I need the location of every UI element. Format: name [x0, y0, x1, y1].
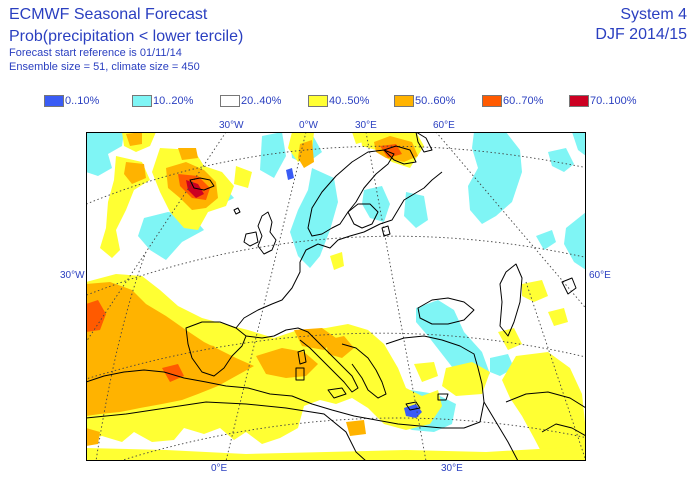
grid-label-bottom-0e: 0°E — [211, 463, 228, 474]
map-frame — [86, 132, 586, 461]
start-reference: Forecast start reference is 01/11/14 — [9, 47, 182, 59]
legend-item-40-50: 40..50% — [308, 94, 369, 108]
legend-item-0-10: 0..10% — [44, 94, 99, 108]
legend-swatch — [482, 95, 502, 107]
legend-label: 60..70% — [503, 95, 544, 107]
legend-label: 20..40% — [241, 95, 282, 107]
shade-70-100 — [186, 180, 204, 198]
legend-swatch — [308, 95, 328, 107]
grid-label-top-30w: 30°W — [219, 120, 244, 131]
grid-label-left-30w: 30°W — [60, 270, 85, 281]
legend-item-20-40: 20..40% — [220, 94, 281, 108]
legend-label: 70..100% — [590, 95, 637, 107]
legend-swatch — [44, 95, 64, 107]
coastlines — [86, 132, 586, 461]
forecast-map — [86, 132, 586, 461]
grid-label-bottom-30e: 30°E — [441, 463, 463, 474]
ensemble-size: Ensemble size = 51, climate size = 450 — [9, 61, 200, 73]
forecast-subtitle: Prob(precipitation < lower tercile) — [9, 28, 244, 45]
legend-swatch — [220, 95, 240, 107]
legend-item-60-70: 60..70% — [482, 94, 543, 108]
legend-item-10-20: 10..20% — [132, 94, 193, 108]
grid-label-top-30e: 30°E — [355, 120, 377, 131]
system-label: System 4 — [620, 6, 687, 23]
legend-swatch — [394, 95, 414, 107]
legend-label: 50..60% — [415, 95, 456, 107]
map-canvas — [86, 132, 586, 461]
legend-label: 0..10% — [65, 95, 100, 107]
grid-label-top-0w: 0°W — [299, 120, 318, 131]
period-label: DJF 2014/15 — [595, 26, 687, 43]
legend-label: 10..20% — [153, 95, 194, 107]
grid-label-top-60e: 60°E — [433, 120, 455, 131]
graticule — [86, 132, 586, 461]
legend-item-70-100: 70..100% — [569, 94, 636, 108]
legend-swatch — [569, 95, 589, 107]
color-legend: 0..10% 10..20% 20..40% 40..50% 50..60% 6… — [44, 94, 664, 108]
legend-item-50-60: 50..60% — [394, 94, 455, 108]
forecast-title: ECMWF Seasonal Forecast — [9, 6, 208, 23]
africa-border — [86, 401, 367, 461]
legend-swatch — [132, 95, 152, 107]
grid-label-right-60e: 60°E — [589, 270, 611, 281]
legend-label: 40..50% — [329, 95, 370, 107]
